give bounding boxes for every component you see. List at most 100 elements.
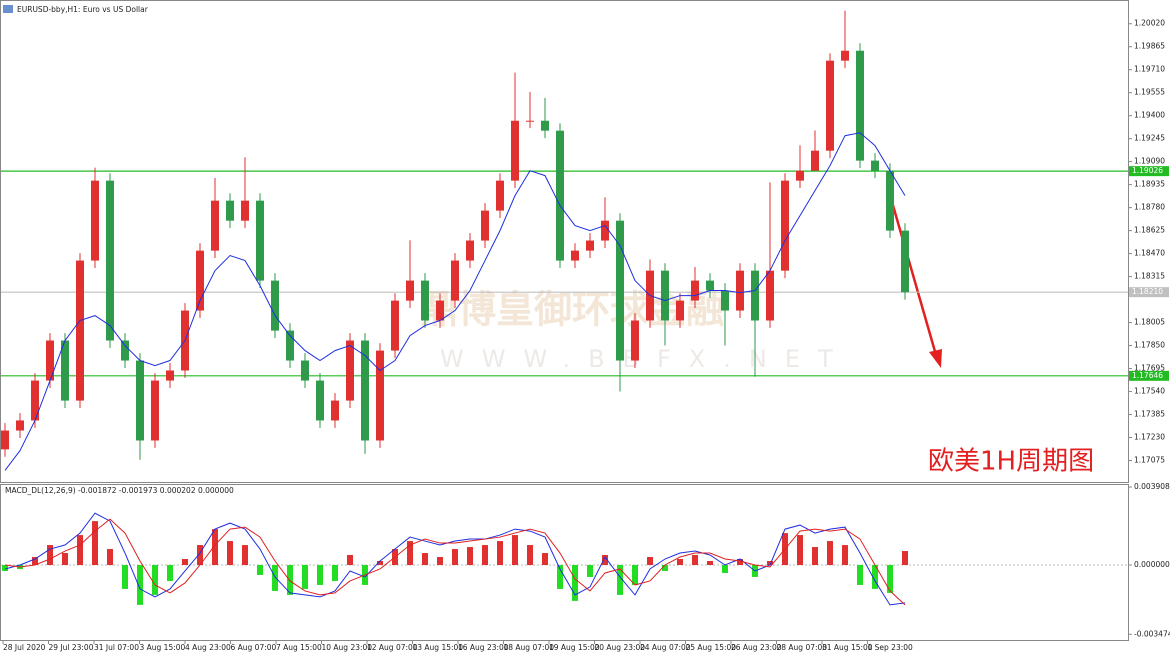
- candle-body: [331, 400, 339, 421]
- candle-body: [241, 200, 249, 221]
- candle-body: [571, 250, 579, 261]
- candle-body: [31, 380, 39, 421]
- y-tick-label: 1.18470: [1134, 249, 1165, 258]
- candle-body: [541, 120, 549, 131]
- histogram-bar: [452, 549, 458, 565]
- y-tick-label: 1.19865: [1134, 42, 1165, 51]
- y-tick-label: 1.18315: [1134, 272, 1165, 281]
- y-tick-label: 0.000000: [1134, 560, 1170, 569]
- y-tick-label: 1.17230: [1134, 433, 1165, 442]
- macd-signal: [4, 518, 906, 606]
- histogram-bar: [92, 521, 98, 565]
- candle-body: [1, 430, 9, 450]
- candle-body: [466, 240, 474, 261]
- histogram-bar: [902, 551, 908, 565]
- x-tick-label: 16 Aug 23:00: [458, 643, 509, 652]
- macd-title: MACD_DL(12,26,9) -0.001872 -0.001973 0.0…: [5, 486, 234, 495]
- histogram-bar: [2, 564, 8, 571]
- x-tick-label: 19 Aug 15:00: [549, 643, 600, 652]
- y-tick-label: 1.19710: [1134, 65, 1165, 74]
- price-level-tag: [1129, 370, 1169, 381]
- y-tick-label: 1.19400: [1134, 111, 1165, 120]
- x-tick-label: 20 Aug 23:00: [595, 643, 646, 652]
- y-tick-label: 1.19245: [1134, 134, 1165, 143]
- candle-body: [481, 210, 489, 241]
- x-tick-label: 10 Aug 23:00: [322, 643, 373, 652]
- histogram-bar: [47, 545, 53, 565]
- candle-body: [811, 150, 819, 171]
- candle-body: [301, 360, 309, 381]
- candle-body: [46, 340, 54, 381]
- histogram-bar: [767, 561, 773, 565]
- candle-body: [316, 380, 324, 421]
- candle-body: [856, 50, 864, 161]
- histogram-bar: [632, 564, 638, 585]
- histogram-bar: [542, 553, 548, 565]
- candle-body: [226, 200, 234, 221]
- y-tick-label: 1.18780: [1134, 203, 1165, 212]
- y-tick-label: 1.17850: [1134, 341, 1165, 350]
- histogram-bar: [527, 545, 533, 565]
- candle-body: [211, 200, 219, 251]
- candle-body: [106, 180, 114, 341]
- histogram-bar: [572, 564, 578, 601]
- histogram-bar: [317, 564, 323, 585]
- candle-body: [436, 300, 444, 321]
- histogram-bar: [242, 545, 248, 565]
- histogram-bar: [707, 561, 713, 565]
- candle-body: [661, 270, 669, 321]
- histogram-bar: [77, 535, 83, 565]
- price-level-label: 1.17646: [1132, 371, 1163, 380]
- x-tick-label: 1 Sep 23:00: [868, 643, 914, 652]
- x-tick-label: 31 Aug 15:00: [822, 643, 873, 652]
- y-tick-label: -0.003474: [1134, 629, 1170, 638]
- candle-body: [346, 340, 354, 401]
- x-tick-label: 29 Jul 23:00: [49, 643, 94, 652]
- candle-body: [361, 340, 369, 441]
- histogram-bar: [197, 545, 203, 565]
- y-tick-label: 1.18005: [1134, 318, 1165, 327]
- histogram-bar: [332, 564, 338, 581]
- candle-body: [601, 220, 609, 241]
- y-tick-label: 1.17695: [1134, 364, 1165, 373]
- candle-body: [421, 280, 429, 321]
- candle-body: [526, 120, 534, 122]
- candle-body: [76, 260, 84, 401]
- y-tick-label: 0.003908: [1134, 482, 1170, 491]
- candle-body: [451, 260, 459, 301]
- histogram-bar: [227, 541, 233, 565]
- macd-main: [4, 512, 906, 606]
- histogram-bar: [692, 555, 698, 565]
- histogram-bar: [167, 564, 173, 581]
- candle-body: [286, 330, 294, 361]
- histogram-bar: [482, 545, 488, 565]
- candle-body: [691, 280, 699, 301]
- candle-body: [376, 350, 384, 441]
- candle-body: [631, 320, 639, 361]
- candle-body: [736, 270, 744, 311]
- histogram-bar: [827, 541, 833, 565]
- candle-body: [826, 60, 834, 151]
- histogram-bar: [32, 557, 38, 565]
- histogram-bar: [422, 553, 428, 565]
- histogram-bar: [872, 564, 878, 589]
- candle-body: [781, 180, 789, 271]
- candle-body: [706, 280, 714, 291]
- histogram-bar: [377, 561, 383, 565]
- candle-body: [751, 270, 759, 321]
- histogram-bar: [137, 564, 143, 605]
- histogram-bar: [302, 564, 308, 589]
- candle-body: [766, 270, 774, 321]
- moving-average: [4, 132, 906, 471]
- candle-body: [556, 130, 564, 261]
- histogram-bar: [182, 559, 188, 565]
- x-tick-label: 13 Aug 15:00: [413, 643, 464, 652]
- y-tick-label: 1.19555: [1134, 88, 1165, 97]
- histogram-bar: [257, 564, 263, 575]
- y-tick-label: 1.19090: [1134, 157, 1165, 166]
- x-tick-label: 6 Aug 07:00: [231, 643, 277, 652]
- y-tick-label: 1.18935: [1134, 180, 1165, 189]
- x-tick-label: 31 Jul 07:00: [94, 643, 139, 652]
- histogram-bar: [677, 559, 683, 565]
- x-tick-label: 24 Aug 07:00: [640, 643, 691, 652]
